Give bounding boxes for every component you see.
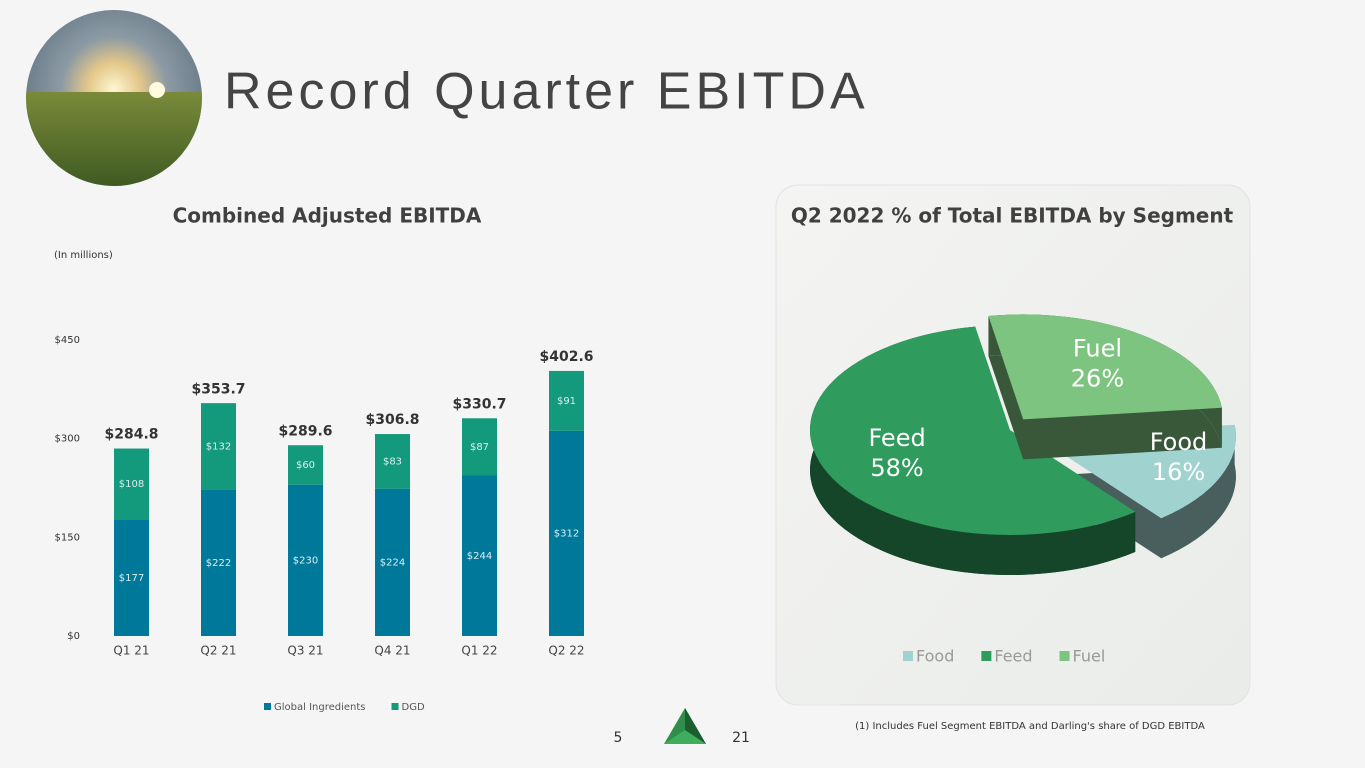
bar-total-label: $353.7 (191, 381, 245, 397)
legend-label: DGD (402, 702, 425, 713)
bar-segment (375, 488, 410, 636)
legend-swatch (1059, 651, 1070, 661)
bar-value-label: $244 (467, 551, 492, 562)
bar-value-label: $87 (470, 442, 489, 453)
pie-slice (988, 314, 1222, 420)
bar-total-label: $402.6 (539, 349, 593, 365)
bar-total-label: $330.7 (452, 396, 506, 412)
pie-slice-side (809, 326, 1136, 575)
bar-value-label: $312 (554, 528, 579, 539)
bar-segment (288, 445, 323, 485)
bar-value-label: $83 (383, 456, 402, 467)
y-tick-label: $150 (55, 532, 80, 543)
bar-segment (549, 430, 584, 636)
bar-value-label: $224 (380, 557, 405, 568)
legend-label: Global Ingredients (274, 702, 366, 713)
legend-label: Food (916, 647, 954, 666)
legend-label: Fuel (1073, 647, 1106, 666)
bar-chart-subtitle: (In millions) (54, 250, 113, 261)
x-tick-label: Q2 21 (200, 644, 236, 658)
pie-slice (809, 326, 1136, 535)
legend-swatch (981, 651, 992, 661)
bar-total-label: $289.6 (278, 424, 332, 440)
x-tick-label: Q4 21 (374, 644, 410, 658)
pie-category-label: Food (1150, 428, 1208, 456)
bar-segment (114, 448, 149, 520)
pie-value-label: 16% (1152, 458, 1205, 486)
legend-swatch (903, 651, 913, 661)
pie-chart-title: Q2 2022 % of Total EBITDA by Segment (791, 204, 1234, 228)
legend-swatch (264, 703, 271, 710)
slide-title: Record Quarter EBITDA (224, 63, 869, 121)
bar-value-label: $230 (293, 555, 318, 566)
bar-value-label: $91 (557, 396, 576, 407)
x-tick-label: Q3 21 (287, 644, 323, 658)
pie-value-label: 58% (870, 454, 923, 482)
bar-segment (114, 519, 149, 636)
bar-segment (462, 475, 497, 636)
y-tick-label: $0 (67, 631, 80, 642)
bar-value-label: $177 (119, 573, 144, 584)
bar-total-label: $284.8 (104, 427, 158, 443)
bar-segment (375, 434, 410, 489)
y-tick-label: $300 (55, 434, 80, 445)
legend-swatch (391, 703, 399, 710)
bar-value-label: $132 (206, 442, 231, 453)
footnote: (1) Includes Fuel Segment EBITDA and Dar… (855, 721, 1205, 732)
bar-total-label: $306.8 (365, 412, 419, 428)
logo (664, 708, 706, 744)
pie-slice-side (1161, 424, 1236, 559)
x-tick-label: Q1 21 (113, 644, 149, 658)
page-number: 21 (732, 730, 750, 746)
header-photo (26, 10, 202, 186)
bar-segment (201, 489, 236, 636)
bar-segment (201, 403, 236, 490)
bar-chart-title: Combined Adjusted EBITDA (173, 204, 482, 228)
legend-label: Feed (994, 647, 1032, 666)
bar-segment (549, 370, 584, 431)
bar-segment (288, 484, 323, 636)
bar-value-label: $222 (206, 558, 231, 569)
bar-value-label: $108 (119, 479, 144, 490)
bar-value-label: $60 (296, 460, 315, 471)
y-tick-label: $450 (55, 335, 80, 346)
bar-segment (462, 418, 497, 476)
x-tick-label: Q2 22 (548, 644, 584, 658)
pie-category-label: Fuel (1073, 334, 1122, 362)
pie-category-label: Feed (868, 424, 925, 452)
pie-value-label: 26% (1071, 364, 1124, 392)
page-number: 5 (614, 730, 623, 746)
x-tick-label: Q1 22 (461, 644, 497, 658)
